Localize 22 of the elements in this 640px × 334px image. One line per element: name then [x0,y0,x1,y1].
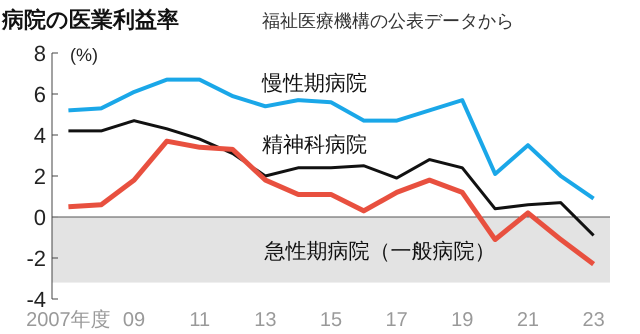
y-tick-label: 2 [34,164,46,189]
y-tick-label: 8 [34,41,46,66]
y-tick-label: 6 [34,82,46,107]
y-tick-label: -2 [26,246,46,271]
chart-subtitle: 福祉医療機構の公表データから [262,11,514,31]
series-label: 急性期病院（一般病院） [264,240,496,263]
y-tick-label: 0 [34,205,46,230]
x-tick-label: 21 [516,309,540,331]
x-tick-label: 11 [189,309,210,331]
y-tick-label: -4 [26,287,46,312]
x-tick-label: 23 [582,309,605,331]
x-tick-label: 09 [122,309,146,331]
series-label: 精神科病院 [262,133,368,156]
y-tick-label: 4 [34,123,46,148]
chart-title: 病院の医業利益率 [1,7,179,32]
x-tick-label: 2007年度 [26,309,111,331]
series-label: 慢性期病院 [261,72,368,95]
x-tick-label: 17 [386,309,408,331]
x-tick-label: 13 [254,309,276,331]
y-axis-title: (%) [70,45,98,65]
x-tick-label: 19 [451,309,474,331]
x-tick-label: 15 [320,309,342,331]
